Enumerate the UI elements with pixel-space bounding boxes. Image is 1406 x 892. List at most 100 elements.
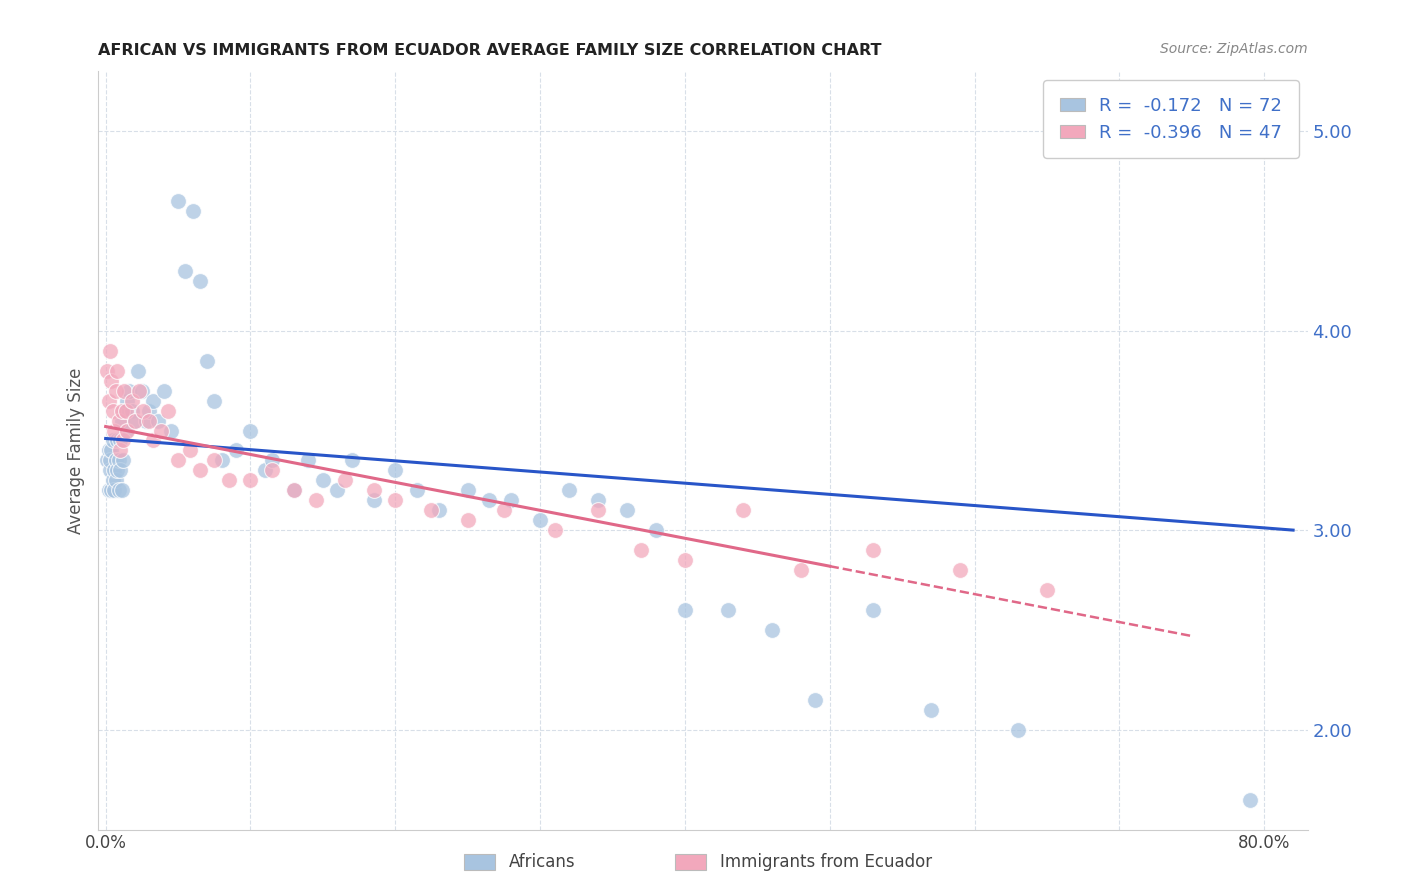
Point — [105, 434, 128, 448]
Point — [406, 483, 429, 498]
Point — [188, 463, 211, 477]
Point — [529, 513, 551, 527]
Point — [138, 413, 160, 427]
Point — [142, 434, 165, 448]
Point — [384, 493, 406, 508]
Point — [103, 463, 125, 477]
Point — [110, 483, 132, 498]
Point — [167, 453, 190, 467]
Point — [340, 453, 363, 467]
Point — [132, 403, 155, 417]
Point — [645, 523, 668, 537]
Y-axis label: Average Family Size: Average Family Size — [66, 368, 84, 533]
Point — [138, 403, 160, 417]
Point — [492, 503, 515, 517]
Point — [558, 483, 581, 498]
Text: Source: ZipAtlas.com: Source: ZipAtlas.com — [1160, 42, 1308, 56]
Point — [586, 503, 609, 517]
Point — [108, 443, 131, 458]
Point — [149, 424, 172, 438]
Point — [862, 543, 884, 558]
Point — [297, 453, 319, 467]
Point — [103, 424, 125, 438]
Point — [127, 364, 149, 378]
Point — [142, 393, 165, 408]
Point — [101, 434, 124, 448]
Point — [326, 483, 349, 498]
Point — [195, 353, 218, 368]
Point — [211, 453, 233, 467]
Point — [108, 434, 131, 448]
Point — [110, 403, 132, 417]
Point — [121, 403, 143, 417]
Point — [262, 463, 284, 477]
Point — [124, 413, 146, 427]
Point — [804, 693, 827, 707]
Point — [97, 393, 120, 408]
Point — [253, 463, 276, 477]
Point — [283, 483, 305, 498]
Point — [115, 403, 138, 417]
Point — [98, 343, 121, 358]
Point — [283, 483, 305, 498]
Point — [104, 453, 127, 467]
Point — [156, 403, 179, 417]
Point — [117, 424, 139, 438]
Point — [202, 393, 225, 408]
Point — [100, 374, 122, 388]
Point — [384, 463, 406, 477]
Point — [96, 364, 118, 378]
Point — [761, 623, 783, 637]
Point — [1036, 583, 1059, 598]
Point — [107, 483, 129, 498]
Point — [174, 264, 197, 278]
Point — [949, 563, 972, 577]
Point — [118, 384, 141, 398]
Point — [731, 503, 754, 517]
Point — [790, 563, 813, 577]
Point — [304, 493, 326, 508]
Point — [96, 453, 118, 467]
Point — [104, 384, 127, 398]
Point — [225, 443, 247, 458]
Point — [312, 474, 335, 488]
Text: Africans: Africans — [509, 853, 575, 871]
Point — [501, 493, 523, 508]
Point — [97, 443, 120, 458]
Point — [105, 463, 128, 477]
Point — [363, 493, 385, 508]
Point — [427, 503, 450, 517]
Point — [98, 463, 121, 477]
Point — [159, 424, 181, 438]
Point — [586, 493, 609, 508]
Point — [179, 443, 201, 458]
Legend: R =  -0.172   N = 72, R =  -0.396   N = 47: R = -0.172 N = 72, R = -0.396 N = 47 — [1043, 80, 1299, 158]
Point — [108, 463, 131, 477]
Point — [717, 603, 740, 617]
Point — [920, 703, 942, 717]
Point — [167, 194, 190, 208]
Point — [673, 603, 696, 617]
Point — [543, 523, 565, 537]
Point — [101, 474, 124, 488]
Point — [262, 453, 284, 467]
Point — [114, 384, 136, 398]
Point — [135, 413, 157, 427]
Point — [115, 424, 138, 438]
Point — [146, 413, 169, 427]
Point — [98, 453, 121, 467]
Point — [181, 204, 204, 219]
Point — [239, 424, 262, 438]
Point — [114, 403, 136, 417]
Point — [616, 503, 638, 517]
Point — [239, 474, 262, 488]
Point — [124, 413, 146, 427]
Point — [478, 493, 501, 508]
Point — [104, 474, 127, 488]
Point — [131, 384, 153, 398]
Point — [457, 483, 479, 498]
Point — [110, 413, 132, 427]
Point — [218, 474, 240, 488]
Point — [862, 603, 884, 617]
Point — [333, 474, 356, 488]
